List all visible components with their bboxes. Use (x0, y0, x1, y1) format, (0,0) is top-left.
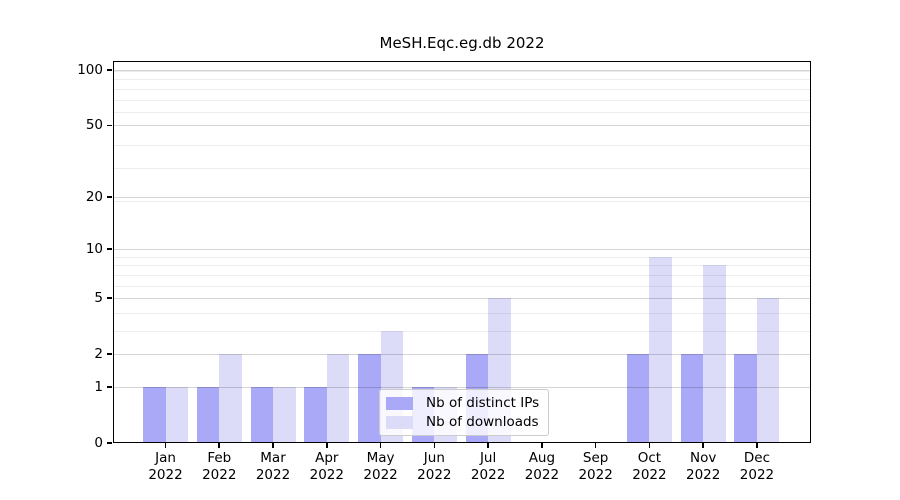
x-tick-label-oct: Oct 2022 (632, 450, 667, 483)
y-tick-mark (107, 353, 112, 356)
bar-distinct-ips-apr (304, 386, 327, 443)
y-tick-mark (107, 297, 112, 300)
y-tick-label: 5 (94, 290, 103, 307)
x-tick-mark (648, 443, 651, 448)
plot-area (107, 61, 811, 448)
y-tick-label: 20 (85, 189, 103, 205)
x-tick-mark (541, 443, 543, 448)
gridline-minor (113, 79, 811, 81)
legend-swatch-distinct-ips (386, 396, 413, 410)
x-tick-label-jul: Jul 2022 (470, 450, 506, 483)
y-tick-label: 100 (77, 62, 103, 79)
gridline-minor (113, 285, 811, 287)
x-tick-label-jan: Jan 2022 (148, 450, 183, 483)
legend-label-distinct-ips: Nb of distinct IPs (426, 395, 540, 411)
gridline-minor (113, 265, 811, 267)
y-tick-mark (107, 124, 112, 127)
bar-downloads-dec (756, 298, 780, 443)
bar-downloads-feb (219, 354, 242, 443)
x-tick-mark (218, 443, 221, 448)
legend: Nb of distinct IPs Nb of downloads (379, 389, 550, 436)
bar-distinct-ips-jan (143, 386, 166, 443)
y-tick-mark (107, 248, 112, 251)
x-tick-label-mar: Mar 2022 (255, 450, 291, 483)
y-tick-label: 1 (94, 378, 103, 395)
bar-downloads-apr (326, 354, 350, 443)
gridline-minor (113, 274, 811, 276)
gridline-minor (113, 88, 811, 90)
gridline-major (113, 386, 811, 388)
legend-swatch-downloads (386, 415, 413, 429)
bar-distinct-ips-may (358, 354, 381, 443)
bar-downloads-oct (649, 256, 672, 443)
bar-distinct-ips-dec (734, 354, 757, 443)
bar-distinct-ips-mar (250, 386, 274, 443)
x-tick-label-aug: Aug 2022 (524, 450, 560, 483)
gridline-major (113, 249, 811, 251)
gridline-minor (113, 70, 811, 72)
y-tick-label: 0 (94, 435, 103, 451)
bar-distinct-ips-oct (626, 354, 650, 443)
gridline-major (113, 197, 811, 198)
x-tick-mark (164, 443, 167, 448)
x-tick-label-feb: Feb 2022 (202, 450, 237, 483)
x-tick-mark (487, 443, 489, 448)
x-tick-mark (756, 443, 758, 448)
y-tick-label: 50 (85, 117, 103, 134)
x-tick-label-sep: Sep 2022 (578, 450, 613, 483)
gridline-minor (113, 112, 811, 114)
x-tick-label-nov: Nov 2022 (686, 450, 721, 483)
x-tick-mark (379, 443, 382, 448)
x-tick-mark (433, 443, 436, 448)
gridline-minor (113, 99, 811, 101)
x-tick-mark (702, 443, 704, 448)
chart-title: MeSH.Eqc.eg.db 2022 (379, 34, 545, 52)
x-tick-mark (272, 443, 274, 448)
y-tick-label: 2 (94, 346, 103, 363)
y-tick-mark (107, 386, 112, 388)
bar-downloads-jan (165, 386, 188, 443)
bar-distinct-ips-nov (680, 354, 704, 443)
gridline-major (113, 125, 811, 127)
x-tick-label-dec: Dec 2022 (739, 450, 775, 483)
gridline-minor (113, 144, 811, 146)
bar-downloads-mar (273, 386, 296, 443)
y-tick-mark (107, 196, 112, 198)
gridline-major (113, 70, 811, 72)
bar-distinct-ips-feb (196, 386, 220, 443)
legend-label-downloads: Nb of downloads (426, 414, 539, 430)
y-tick-mark (107, 442, 112, 444)
y-tick-mark (107, 69, 112, 71)
gridline-minor (113, 200, 811, 202)
x-tick-label-jun: Jun 2022 (417, 450, 452, 483)
x-tick-mark (594, 443, 597, 448)
legend-row: Nb of downloads (386, 414, 539, 430)
x-tick-label-may: May 2022 (363, 450, 398, 483)
gridline-major (113, 298, 811, 300)
gridline-minor (113, 330, 811, 332)
gridline-minor (113, 256, 811, 258)
bar-downloads-nov (703, 265, 726, 443)
legend-row: Nb of distinct IPs (386, 395, 539, 411)
gridline-minor (113, 168, 811, 170)
x-tick-mark (326, 443, 328, 448)
y-tick-label: 10 (85, 241, 103, 258)
x-tick-label-apr: Apr 2022 (309, 450, 344, 483)
gridline-minor (113, 312, 811, 314)
gridline-major (113, 354, 811, 356)
